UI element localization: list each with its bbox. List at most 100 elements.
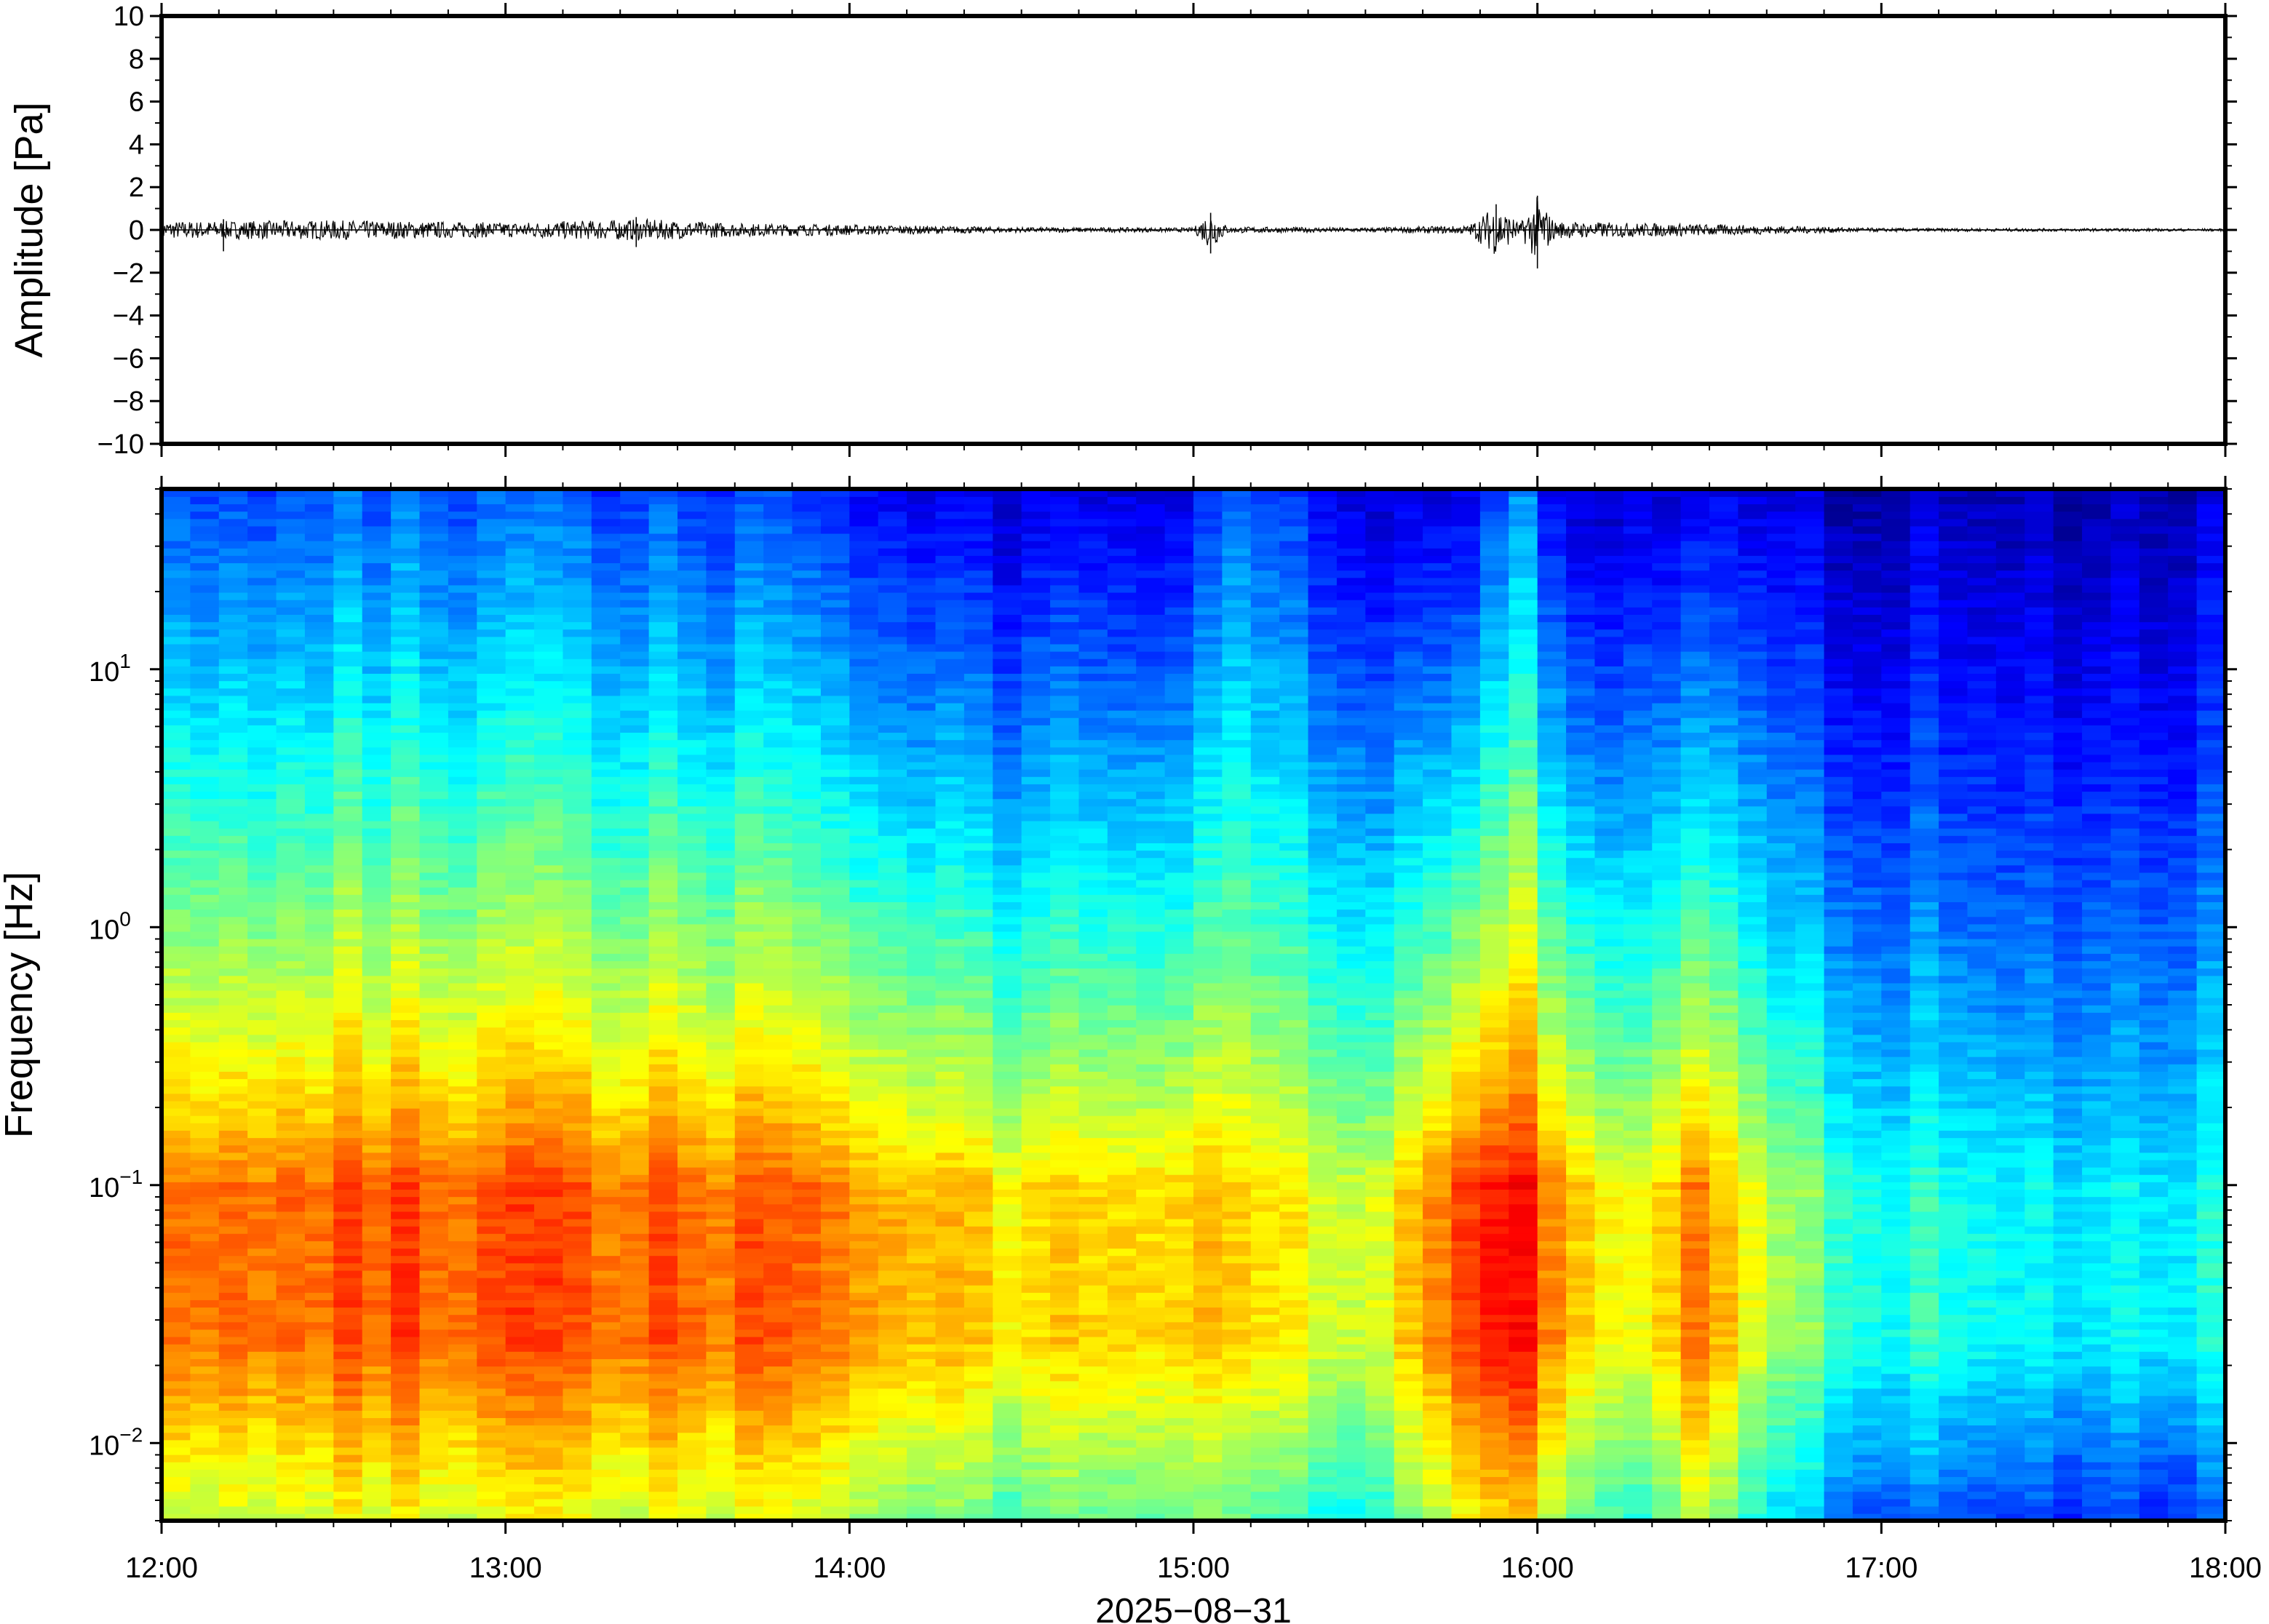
spectrogram-cell [935,1373,965,1382]
spectrogram-cell [1078,629,1108,637]
spectrogram-cell [820,1299,851,1308]
spectrogram-cell [1107,1130,1137,1139]
spectrogram-cell [477,960,506,969]
spectrogram-cell [534,1145,564,1153]
spectrogram-cell [1050,931,1080,939]
spectrogram-cell [907,1203,937,1212]
spectrogram-cell [276,614,306,623]
spectrogram-cell [563,864,592,873]
spectrogram-cell [849,990,879,998]
spectrogram-cell [304,562,335,571]
spectrogram-cell [878,1241,907,1249]
spectrogram-cell [505,1366,535,1374]
spectrogram-cell [162,650,191,659]
spectrogram-cell [1021,850,1051,859]
spectrogram-cell [218,886,248,895]
spectrogram-cell [333,1211,363,1219]
spectrogram-cell [534,607,564,615]
spectrogram-cell [276,702,306,711]
spectrogram-cell [591,1513,621,1521]
spectrogram-cell [333,607,363,615]
spectrogram-cell [706,562,736,571]
spectrogram-cell [304,540,335,549]
spectrogram-cell [820,525,851,534]
spectrogram-cell [304,1446,335,1455]
spectrogram-cell [448,1329,478,1337]
spectrogram-cell [677,1123,707,1131]
spectrogram-cell [162,990,191,998]
spectrogram-cell [706,1425,736,1433]
spectrogram-cell [391,1078,421,1087]
spectrogram-cell [534,850,564,859]
spectrogram-cell [792,1048,822,1057]
spectrogram-cell [993,636,1022,645]
spectrogram-cell [333,945,363,954]
spectrogram-cell [820,1307,851,1315]
spectrogram-cell [362,843,392,851]
spectrogram-cell [1078,636,1108,645]
spectrogram-cell [333,1292,363,1300]
spectrogram-cell [247,1505,277,1514]
spectrogram-cell [1107,1248,1137,1257]
spectrogram-cell [648,1233,678,1241]
spectrogram-cell [218,872,248,880]
spectrogram-cell [362,1203,392,1212]
spectrogram-cell [1021,666,1051,674]
spectrogram-cell [620,496,650,505]
spectrogram-cell [907,1123,937,1131]
spectrogram-cell [1021,525,1051,534]
spectrogram-cell [792,1498,822,1507]
spectrogram-cell [1107,1498,1137,1507]
spectrogram-cell [563,1498,592,1507]
spectrogram-cell [505,636,535,645]
spectrogram-cell [333,1314,363,1323]
spectrogram-cell [820,1005,851,1013]
spectrogram-cell [763,1086,793,1094]
spectrogram-cell [734,975,764,984]
spectrogram-cell [419,997,449,1006]
spectrogram-cell [218,1380,248,1389]
spectrogram-cell [563,607,592,615]
spectrogram-cell [1021,1071,1051,1080]
spectrogram-cell [477,1093,506,1102]
spectrogram-cell [648,1336,678,1345]
spectrogram-cell [448,688,478,696]
spectrogram-cell [935,1137,965,1146]
spectrogram-cell [391,702,421,711]
spectrogram-cell [162,864,191,873]
spectrogram-cell [247,555,277,564]
spectrogram-cell [792,1270,822,1278]
spectrogram-cell [362,709,392,718]
spectrogram-cell [477,562,506,571]
spectrogram-cell [190,1469,220,1478]
spectrogram-cell [878,650,907,659]
spectrogram-cell [419,1255,449,1264]
spectrogram-cell [419,990,449,998]
spectrogram-cell [591,636,621,645]
spectrogram-cell [477,1005,506,1013]
spectrogram-cell [993,990,1022,998]
spectrogram-cell [1164,1343,1194,1352]
spectrogram-cell [763,592,793,600]
spectrogram-cell [993,1395,1022,1404]
spectrogram-cell [935,1005,965,1013]
spectrogram-cell [620,1373,650,1382]
spectrogram-cell [734,1241,764,1249]
spectrogram-cell [1136,1358,1166,1367]
spectrogram-cell [391,761,421,770]
spectrogram-cell [878,1048,907,1057]
spectrogram-cell [276,1454,306,1462]
spectrogram-cell [963,1233,994,1241]
spectrogram-cell [1021,747,1051,755]
spectrogram-cell [993,1218,1022,1227]
spectrogram-cell [448,1182,478,1190]
spectrogram-cell [849,1358,879,1367]
spectrogram-cell [190,1417,220,1426]
spectrogram-cell [907,1196,937,1205]
spectrogram-cell [792,666,822,674]
spectrogram-cell [419,1343,449,1352]
spectrogram-cell [648,1041,678,1050]
spectrogram-cell [1107,1343,1137,1352]
spectrogram-cell [448,1137,478,1146]
spectrogram-cell [820,805,851,814]
